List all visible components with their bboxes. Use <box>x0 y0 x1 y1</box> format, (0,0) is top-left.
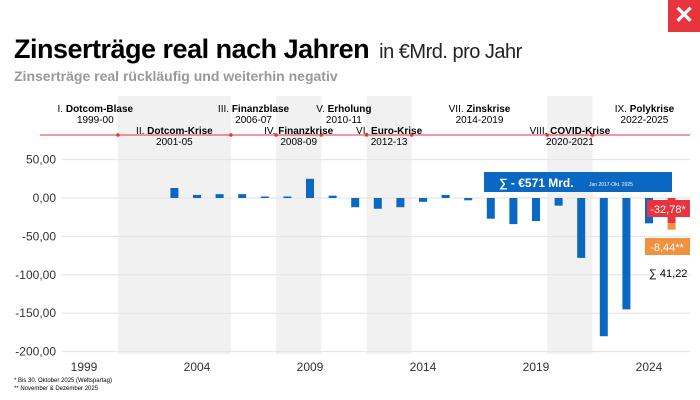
bar <box>509 198 518 225</box>
bar <box>238 194 247 198</box>
bar <box>532 198 540 222</box>
y-tick-label: 0,00 <box>33 191 57 205</box>
unit-label: in €Mrd. pro Jahr <box>379 41 522 63</box>
era-name: COVID-Krise <box>550 126 611 137</box>
era-years: 2020-2021 <box>545 137 594 148</box>
era-years: 2014-2019 <box>455 115 504 126</box>
bar <box>486 198 495 219</box>
y-tick-label: 50,00 <box>26 153 56 167</box>
data-label-2025-b: -8,44** <box>650 242 684 254</box>
bar <box>441 194 450 198</box>
bar-2025-segment <box>667 223 676 230</box>
shaded-period <box>117 96 231 354</box>
label-bg-2025-b <box>645 238 690 255</box>
era-years: 2006-07 <box>235 115 272 126</box>
bar <box>622 198 631 310</box>
era-label: VIII. COVID-Krise 2020-2021 <box>530 126 611 148</box>
era-label: VII. Zinskrise 2014-2019 <box>449 104 511 126</box>
bar <box>306 178 314 198</box>
timeline-dot <box>274 133 278 137</box>
bar <box>215 194 224 198</box>
era-num: II. <box>136 126 145 137</box>
data-label-2025-a: -32,78* <box>650 204 686 216</box>
era-name: Euro-Krise <box>371 126 423 137</box>
era-label: V. Erholung 2010-11 <box>316 104 371 126</box>
era-label: I. Dotcom-Blase 1999-00 <box>58 104 134 126</box>
bar <box>351 198 360 208</box>
bar <box>419 198 427 202</box>
x-tick-label: 2004 <box>184 360 211 374</box>
era-num: I. <box>57 104 64 115</box>
era-name: Zinskrise <box>466 104 511 115</box>
bar <box>283 196 292 198</box>
era-name: Dotcom-Krise <box>147 126 213 137</box>
bar <box>170 188 179 198</box>
era-years: 2010-11 <box>325 115 362 126</box>
total-banner-text: ∑ - €571 Mrd. <box>499 176 574 190</box>
y-tick-label: -150,00 <box>15 306 56 320</box>
era-years: 2008-09 <box>280 137 318 148</box>
sum-label: ∑ 41,22 <box>649 268 687 280</box>
page-title: Zinserträge real nach Jahren in €Mrd. pro… <box>14 34 522 65</box>
era-label: VI. Euro-Krise 2012-13 <box>356 126 422 148</box>
timeline-dot <box>319 133 324 137</box>
title-text: Zinserträge real nach Jahren <box>14 34 370 64</box>
era-label: III. Finanzblase 2006-07 <box>218 104 289 126</box>
era-name: Dotcom-Blase <box>65 104 134 115</box>
label-bg-2025-a <box>647 200 690 217</box>
x-tick-label: 2024 <box>636 360 663 374</box>
timeline-dot <box>545 133 550 137</box>
timeline-dot <box>364 133 369 137</box>
y-tick-label: -50,00 <box>22 229 56 243</box>
total-banner-note: Jan 2017-Okt. 2025 <box>589 182 633 188</box>
bar <box>554 198 563 206</box>
era-num: III. <box>217 104 230 115</box>
era-num: VII. <box>448 104 464 115</box>
shaded-period <box>366 96 412 354</box>
bar <box>373 198 382 209</box>
era-num: VI. <box>356 126 369 137</box>
era-num: V. <box>316 104 325 115</box>
bar <box>577 198 586 258</box>
bar <box>193 194 201 198</box>
era-name: Finanzblase <box>231 104 290 115</box>
era-num: VIII. <box>529 126 548 137</box>
era-years: 2012-13 <box>370 137 408 148</box>
bar <box>328 195 337 198</box>
bar <box>260 196 269 198</box>
era-label: IX. Polykrise 2022-2025 <box>615 104 675 126</box>
era-name: Erholung <box>327 104 372 115</box>
bar <box>599 198 608 337</box>
era-years: 1999-00 <box>76 115 114 126</box>
footnote-2: ** November & Dezember 2025 <box>14 386 99 392</box>
x-tick-label: 2009 <box>297 360 324 374</box>
timeline-dot <box>229 133 233 137</box>
x-tick-label: 2014 <box>410 360 437 374</box>
x-tick-label: 2019 <box>523 360 550 374</box>
era-num: IV. <box>264 126 276 137</box>
x-tick-label: 1999 <box>71 360 98 374</box>
era-label: II. Dotcom-Krise 2001-05 <box>136 126 213 148</box>
x-logo-icon: ✕ <box>668 0 700 32</box>
bar <box>464 198 473 201</box>
timeline-dot <box>590 133 595 137</box>
era-label: IV. Finanzkrise 2008-09 <box>264 126 333 148</box>
y-tick-label: -200,00 <box>15 345 56 359</box>
era-name: Polykrise <box>629 104 675 115</box>
era-years: 2022-2025 <box>620 115 669 126</box>
timeline-dot <box>116 133 120 137</box>
footnote-1: * Bis 30. Oktober 2025 (Weltspartag) <box>14 378 112 384</box>
subtitle: Zinserträge real rückläufig und weiterhi… <box>14 68 338 84</box>
shaded-period <box>276 96 322 354</box>
total-banner <box>484 172 672 192</box>
bar <box>396 198 405 208</box>
y-tick-label: -100,00 <box>15 268 56 282</box>
era-years: 2001-05 <box>156 137 193 148</box>
era-num: IX. <box>614 104 627 115</box>
era-name: Finanzkrise <box>278 126 334 137</box>
timeline-dot <box>409 133 414 137</box>
